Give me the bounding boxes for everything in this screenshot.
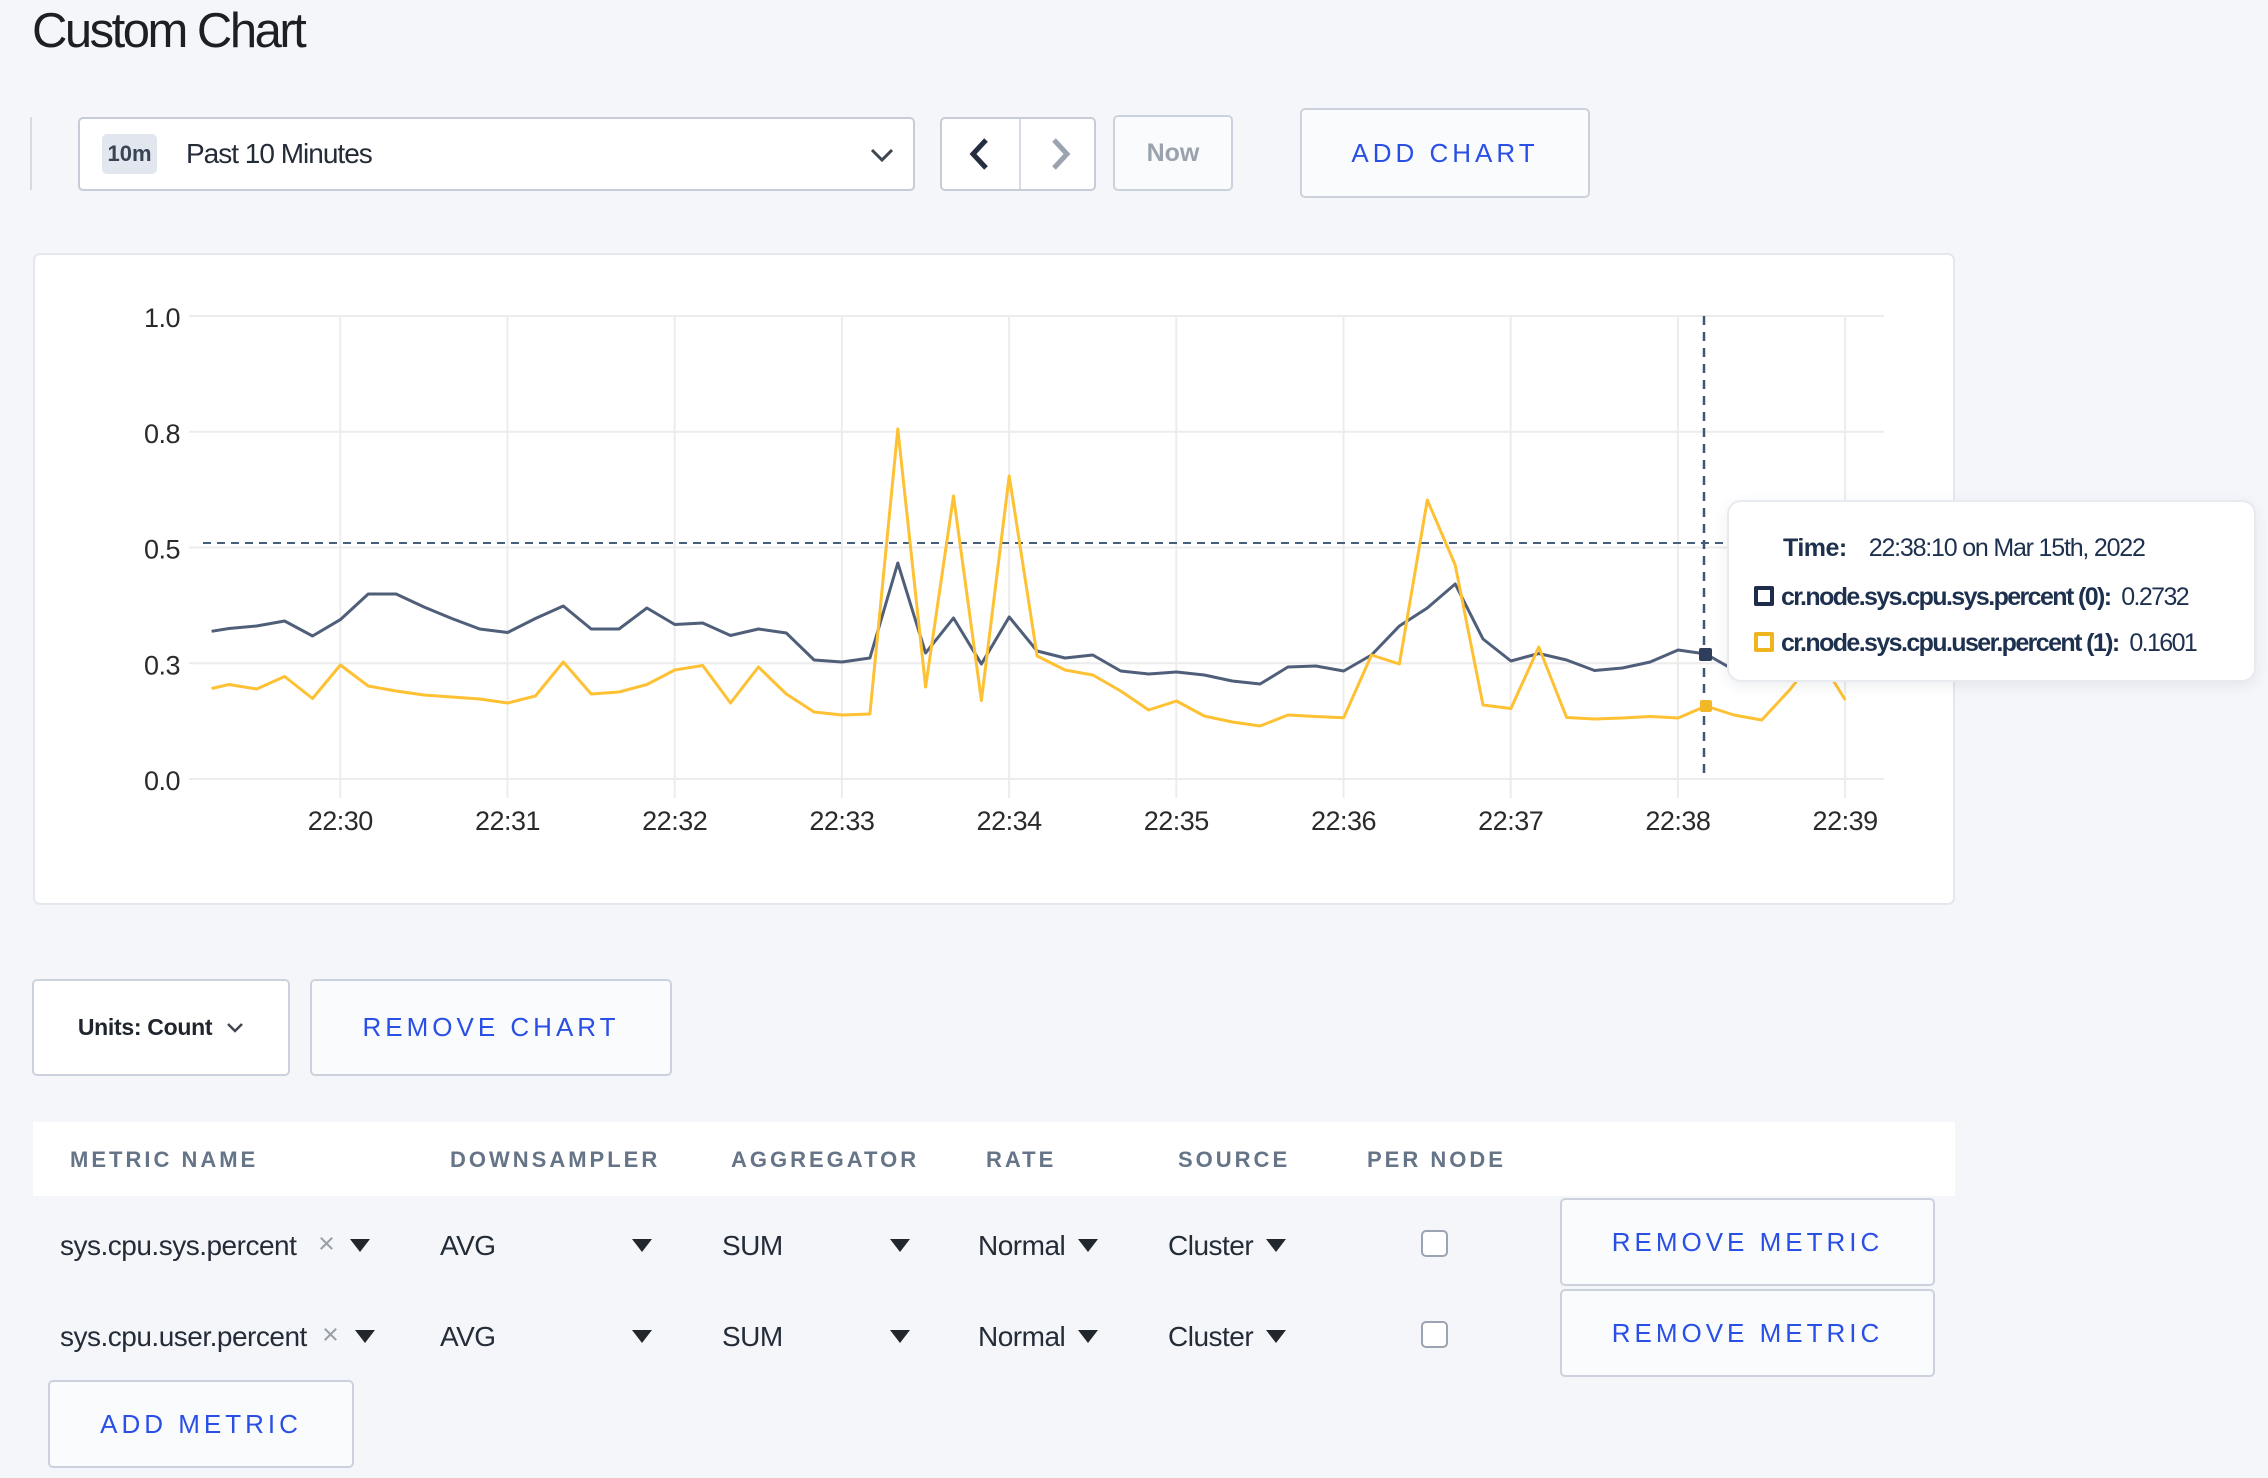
svg-text:22:39: 22:39 bbox=[1813, 806, 1878, 836]
svg-text:22:36: 22:36 bbox=[1311, 806, 1376, 836]
svg-text:0.0: 0.0 bbox=[144, 766, 180, 796]
svg-text:22:34: 22:34 bbox=[977, 806, 1043, 836]
svg-text:1.0: 1.0 bbox=[144, 303, 180, 333]
svg-text:22:37: 22:37 bbox=[1478, 806, 1543, 836]
svg-text:22:35: 22:35 bbox=[1144, 806, 1209, 836]
svg-text:22:31: 22:31 bbox=[475, 806, 540, 836]
svg-text:0.8: 0.8 bbox=[144, 419, 180, 449]
svg-text:22:38: 22:38 bbox=[1645, 806, 1710, 836]
svg-text:22:32: 22:32 bbox=[642, 806, 707, 836]
svg-text:0.3: 0.3 bbox=[144, 650, 180, 680]
svg-text:0.5: 0.5 bbox=[144, 535, 180, 565]
svg-text:22:30: 22:30 bbox=[308, 806, 373, 836]
svg-text:22:33: 22:33 bbox=[809, 806, 874, 836]
